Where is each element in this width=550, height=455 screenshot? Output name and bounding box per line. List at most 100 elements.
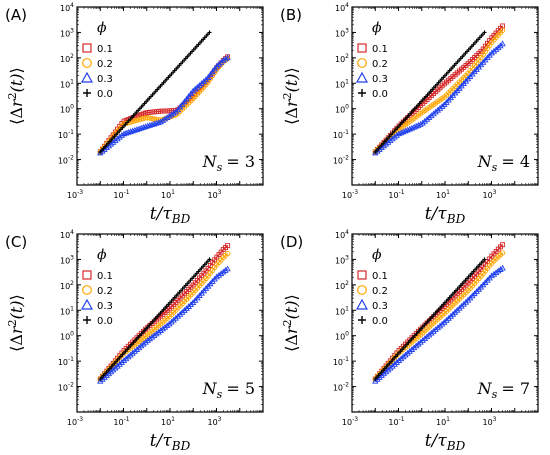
series-group — [372, 242, 506, 384]
legend-label: 0.0 — [97, 316, 113, 327]
series-0.3 — [97, 54, 231, 156]
y-tick-label: 102 — [335, 280, 349, 291]
data-point — [176, 103, 184, 110]
series-0.3 — [97, 265, 231, 384]
data-point — [211, 65, 218, 72]
data-point — [148, 333, 156, 340]
data-point — [120, 130, 128, 137]
data-point — [168, 111, 175, 118]
x-tick-label: 103 — [207, 416, 221, 427]
ns-annotation: Ns = 4 — [477, 152, 530, 174]
legend-title: ϕ — [372, 247, 382, 263]
data-point — [127, 128, 134, 135]
series-0.0 — [373, 257, 487, 381]
y-tick-label: 102 — [60, 280, 74, 291]
data-point — [209, 68, 216, 75]
series-group — [372, 23, 506, 156]
legend-label: 0.1 — [97, 44, 113, 55]
panel-label: (C) — [5, 233, 27, 251]
y-axis-label: ⟨Δr2(t)⟩ — [6, 67, 26, 125]
legend-marker-triangle — [80, 298, 94, 310]
legend-label: 0.0 — [97, 89, 113, 100]
data-point — [157, 118, 164, 125]
data-point — [488, 272, 495, 279]
y-tick-label: 104 — [335, 2, 349, 13]
x-tick-label: 101 — [161, 416, 175, 427]
data-point — [187, 90, 195, 97]
data-point — [497, 266, 504, 272]
legend-marker-plus — [83, 316, 91, 324]
data-point — [153, 119, 160, 126]
data-point — [148, 121, 156, 128]
data-point — [406, 125, 413, 132]
data-point — [410, 123, 418, 130]
y-tick-label: 10-2 — [333, 155, 349, 166]
y-tick-label: 100 — [60, 104, 74, 115]
legend-label: 0.0 — [372, 89, 388, 100]
legend-title: ϕ — [372, 20, 382, 36]
data-point — [164, 322, 171, 329]
x-axis-label: t/τBD — [425, 204, 466, 226]
data-point — [155, 328, 162, 335]
y-axis-label: ⟨Δr2(t)⟩ — [6, 294, 26, 352]
x-axis-label: t/τBD — [150, 204, 191, 226]
data-point — [183, 95, 190, 102]
y-tick-label: 103 — [60, 27, 74, 38]
data-point — [217, 270, 225, 277]
data-point — [222, 55, 229, 62]
x-tick-label: 10-3 — [342, 189, 358, 200]
legend-label: 0.3 — [97, 301, 113, 312]
data-point — [220, 268, 227, 275]
data-point — [161, 323, 169, 330]
data-point — [146, 121, 154, 128]
data-point — [224, 250, 231, 257]
data-point — [144, 337, 151, 343]
data-point — [499, 40, 506, 47]
data-point — [500, 242, 506, 248]
series-group — [97, 243, 231, 384]
y-tick-label: 103 — [60, 254, 74, 265]
data-point — [146, 335, 154, 342]
y-tick-label: 10-1 — [333, 356, 349, 367]
series-line — [374, 252, 503, 380]
data-point — [140, 124, 147, 130]
legend-label: 0.3 — [372, 74, 388, 85]
axis-ticks — [76, 233, 264, 413]
y-tick-label: 100 — [335, 331, 349, 342]
data-point — [492, 269, 500, 276]
x-axis-label: t/τBD — [150, 431, 191, 453]
y-tick-label: 102 — [60, 53, 74, 64]
legend-label: 0.3 — [97, 74, 113, 85]
panel-b: (B) 10-3 10-1 101 103 10-2 10-1 100 101 102 103 104… — [280, 2, 539, 226]
data-point — [408, 124, 416, 131]
data-point — [122, 129, 130, 136]
data-point — [118, 131, 125, 138]
legend: ϕ 0.1 0.2 0.3 0.0 — [80, 20, 113, 100]
panel-label: (A) — [5, 6, 27, 24]
legend-label: 0.2 — [97, 59, 113, 70]
data-point — [151, 332, 158, 338]
data-point — [413, 122, 420, 129]
data-point — [220, 56, 227, 63]
data-point — [495, 267, 502, 274]
data-point — [170, 109, 177, 116]
y-tick-label: 100 — [60, 331, 74, 342]
data-point — [492, 46, 500, 52]
legend-label: 0.1 — [97, 271, 113, 282]
y-tick-label: 104 — [60, 229, 74, 240]
panel-c: (C) 10-3 10-1 101 103 10-2 10-1 100 101 102 103 104… — [5, 229, 264, 453]
data-point — [138, 124, 145, 131]
data-point — [499, 264, 506, 271]
data-point — [205, 74, 212, 80]
y-tick-label: 10-2 — [58, 382, 74, 393]
legend-label: 0.3 — [372, 301, 388, 312]
data-point — [482, 257, 487, 262]
y-tick-label: 103 — [335, 27, 349, 38]
data-point — [157, 327, 164, 333]
panel-label: (B) — [280, 6, 302, 24]
y-tick-label: 10-1 — [58, 129, 74, 140]
legend-marker-plus — [83, 89, 91, 97]
y-tick-label: 101 — [60, 305, 74, 316]
data-point — [215, 271, 223, 278]
data-point — [400, 128, 407, 135]
